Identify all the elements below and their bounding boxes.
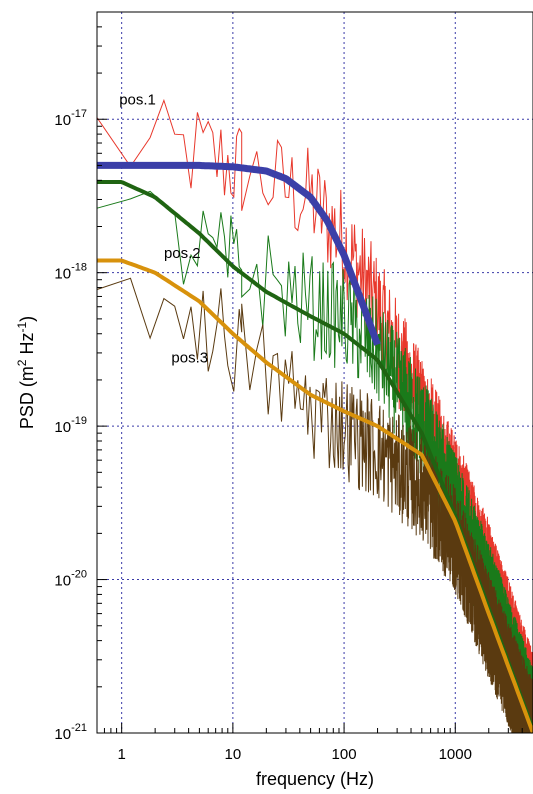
y-tick-exponent: -20 (71, 569, 87, 581)
plot-frame (96, 11, 533, 734)
y-axis-title-sup1: 2 (15, 359, 29, 366)
grid (97, 12, 533, 734)
x-tick-label: 100 (332, 746, 357, 763)
y-tick-exponent: -18 (71, 262, 87, 274)
y-tick-base: 10 (54, 112, 71, 129)
y-tick-exponent: -21 (71, 722, 87, 734)
y-tick-base: 10 (54, 419, 71, 436)
y-axis-title-base: PSD (m (17, 366, 37, 429)
x-tick-label: 1000 (439, 746, 472, 763)
y-axis-title-end: ) (17, 316, 37, 322)
y-tick-label: 10-18 (54, 262, 87, 283)
y-tick-base: 10 (54, 573, 71, 590)
series-line-pos3-measured (96, 277, 533, 734)
series-layer (94, 98, 533, 734)
x-axis-title: frequency (Hz) (256, 769, 374, 789)
series-label-pos3: pos.3 (171, 349, 208, 366)
y-tick-exponent: -19 (71, 415, 87, 427)
x-tick-label: 10 (225, 746, 242, 763)
y-tick-label: 10-19 (54, 415, 87, 436)
series-label-pos2: pos.2 (164, 245, 201, 262)
y-axis-title-mid: Hz (17, 332, 37, 359)
y-tick-label: 10-21 (54, 722, 87, 743)
series-labels: pos.1 pos.2 pos.3 (119, 91, 208, 366)
y-axis-title: PSD (m2 Hz-1) (15, 316, 37, 429)
series-label-pos1: pos.1 (119, 91, 156, 108)
series-line-pos1-fit (94, 161, 381, 346)
y-tick-label: 10-20 (54, 569, 87, 590)
series-line-pos3-fit (97, 258, 533, 734)
y-tick-base: 10 (54, 726, 71, 743)
x-tick-label: 1 (117, 746, 125, 763)
y-axis-title-sup2: -1 (15, 321, 29, 332)
y-tick-label: 10-17 (54, 108, 87, 129)
y-tick-base: 10 (54, 266, 71, 283)
ticks (96, 26, 533, 734)
series-line-pos2-fit (97, 180, 533, 731)
y-tick-exponent: -17 (71, 108, 87, 120)
